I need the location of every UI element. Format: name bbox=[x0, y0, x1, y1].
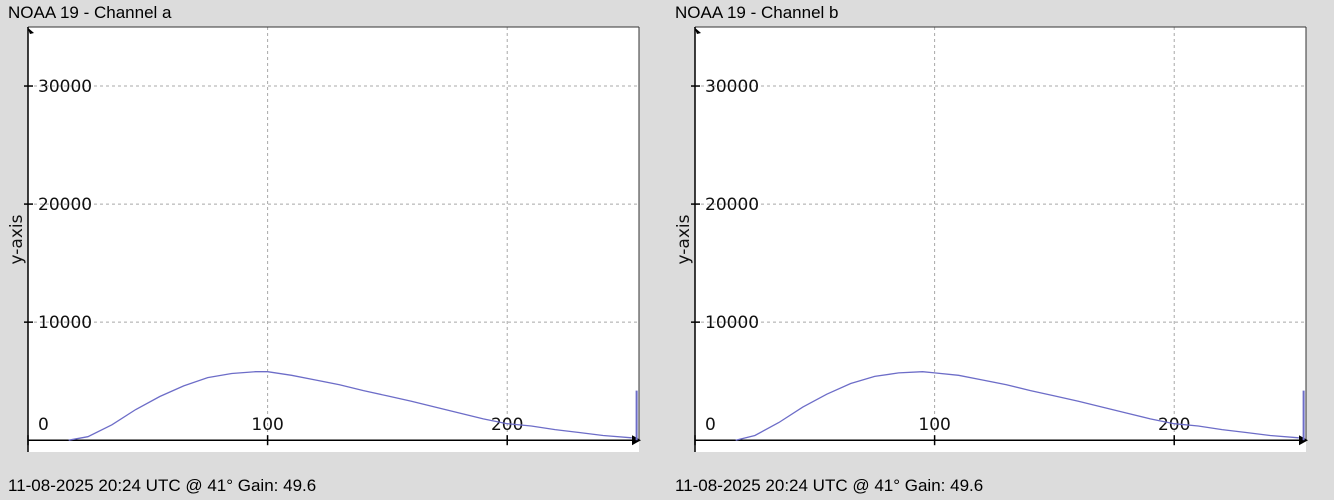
plot-area bbox=[695, 27, 1306, 452]
chart-footer: 11-08-2025 20:24 UTC @ 41° Gain: 49.6 bbox=[675, 476, 984, 495]
series-line bbox=[68, 371, 632, 441]
chart-panel-b: NOAA 19 - Channel b 0 100 200 10000 20000 300… bbox=[667, 0, 1334, 500]
y-tick-label: 20000 bbox=[705, 195, 759, 215]
y-axis-label: y-axis bbox=[7, 214, 27, 264]
x-tick-label: 0 bbox=[705, 415, 716, 435]
x-tick-label: 100 bbox=[251, 415, 283, 435]
y-tick-label: 20000 bbox=[38, 195, 92, 215]
plot-area bbox=[28, 27, 639, 452]
chart-panel-a: NOAA 19 - Channel a 0 100 200 10000 20000 300… bbox=[7, 3, 641, 495]
y-tick-label: 30000 bbox=[38, 77, 92, 97]
y-tick-label: 10000 bbox=[705, 313, 759, 333]
chart-footer: 11-08-2025 20:24 UTC @ 41° Gain: 49.6 bbox=[8, 476, 317, 495]
y-tick-label: 10000 bbox=[38, 313, 92, 333]
x-tick-label: 100 bbox=[918, 415, 950, 435]
x-tick-label: 200 bbox=[491, 415, 523, 435]
y-axis-arrow bbox=[694, 27, 701, 34]
series-line bbox=[735, 371, 1299, 441]
x-tick-label: 200 bbox=[1158, 415, 1190, 435]
chart-title: NOAA 19 - Channel a bbox=[8, 3, 172, 22]
y-tick-label: 30000 bbox=[705, 77, 759, 97]
chart-svg: 0 100 200 10000 20000 30000 y-axis bbox=[7, 26, 641, 452]
x-tick-label: 0 bbox=[38, 415, 49, 435]
chart-svg: 0 100 200 10000 20000 30000 y-axis bbox=[674, 26, 1308, 452]
y-axis-arrow bbox=[27, 27, 34, 34]
chart-title: NOAA 19 - Channel b bbox=[675, 3, 839, 22]
y-axis-label: y-axis bbox=[674, 214, 694, 264]
